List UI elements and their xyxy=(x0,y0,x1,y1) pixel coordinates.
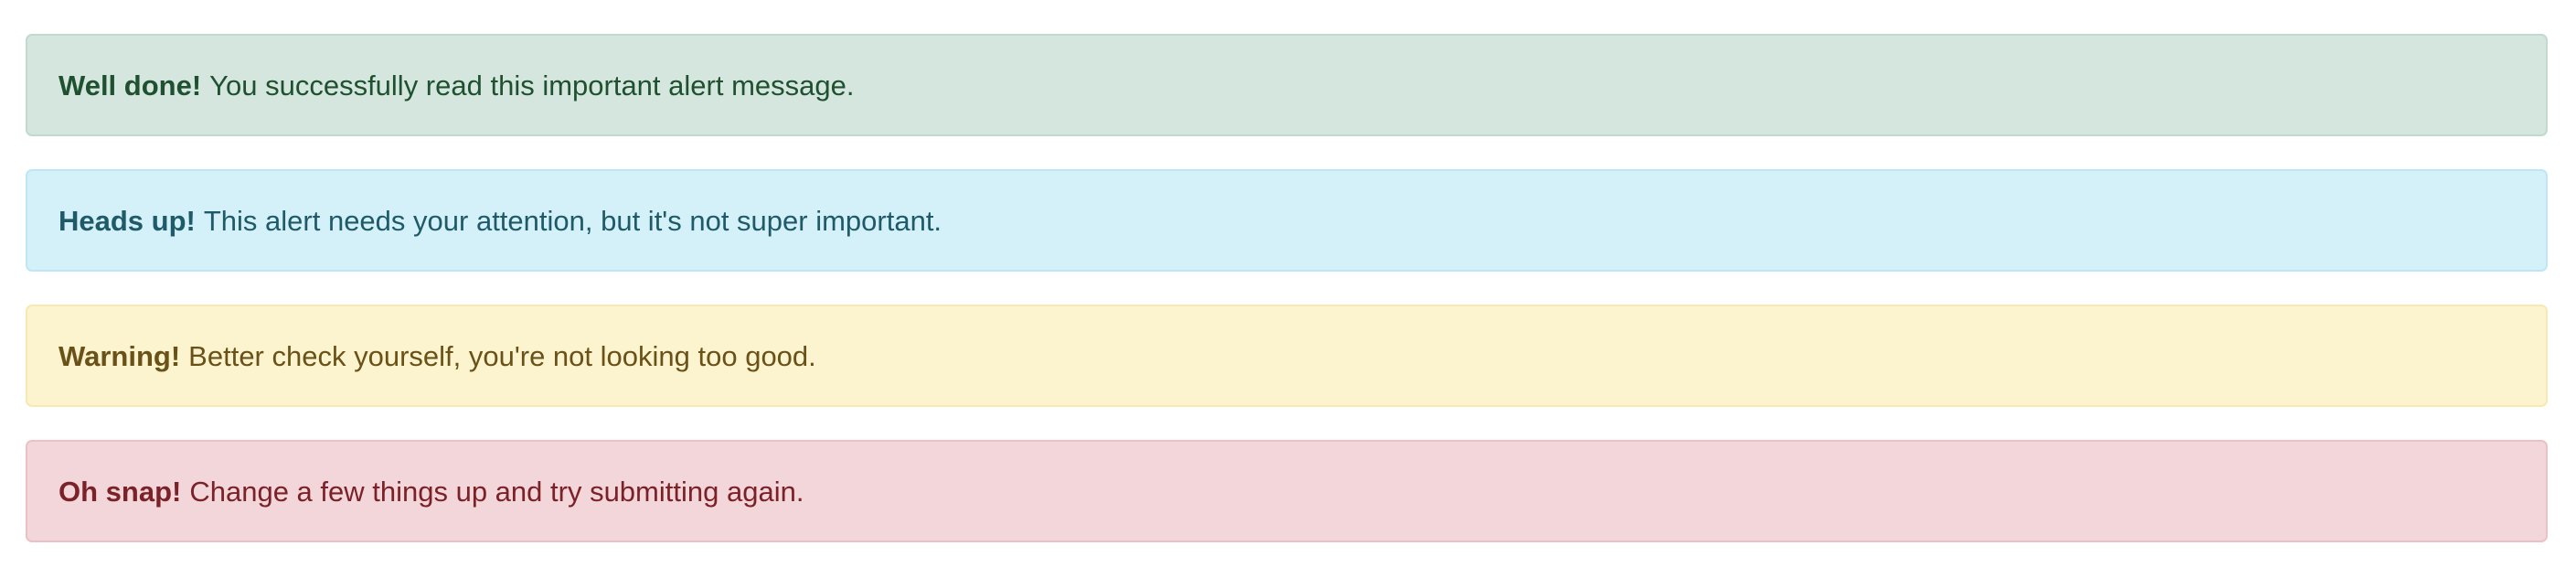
alert-message: Change a few things up and try submittin… xyxy=(189,475,804,508)
alert-info: Heads up! This alert needs your attentio… xyxy=(26,169,2548,272)
alert-message: Better check yourself, you're not lookin… xyxy=(188,339,816,372)
alert-title: Warning! xyxy=(59,339,181,372)
alert-title: Well done! xyxy=(59,69,202,102)
alert-success: Well done! You successfully read this im… xyxy=(26,34,2548,136)
alert-message: You successfully read this important ale… xyxy=(209,69,855,102)
alert-message: This alert needs your attention, but it'… xyxy=(203,204,942,237)
alert-title: Heads up! xyxy=(59,204,196,237)
alert-danger: Oh snap! Change a few things up and try … xyxy=(26,440,2548,542)
alert-warning: Warning! Better check yourself, you're n… xyxy=(26,305,2548,407)
alert-title: Oh snap! xyxy=(59,475,182,508)
